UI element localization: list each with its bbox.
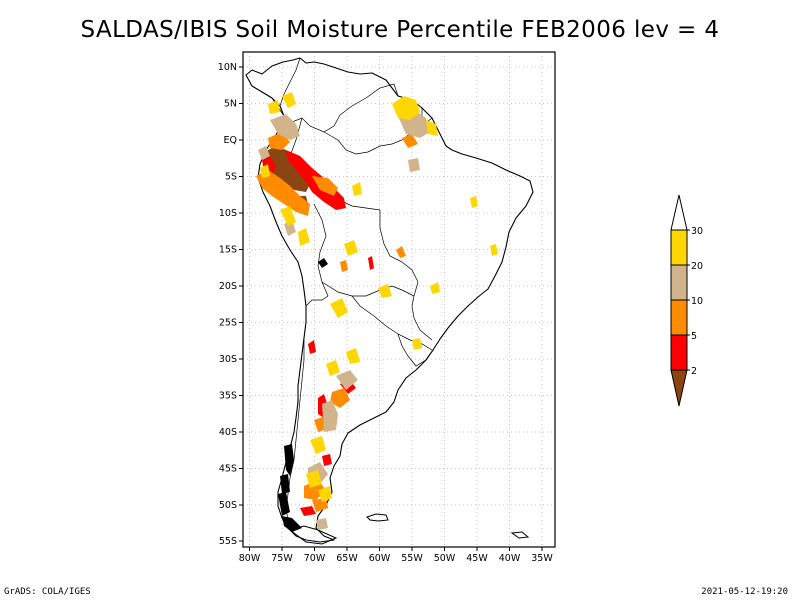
color-bar-bin-tan bbox=[670, 264, 688, 301]
island-east bbox=[510, 531, 530, 539]
lat-label-40s: 40S bbox=[219, 427, 237, 438]
patch-red-west bbox=[308, 340, 316, 354]
lon-label-40w: 40W bbox=[499, 553, 521, 564]
patch-gold-uruguay bbox=[412, 338, 422, 350]
lat-label-45s: 45S bbox=[219, 464, 237, 475]
timestamp: 2021-05-12-19:20 bbox=[701, 587, 788, 597]
patch-gold-patagonia-b bbox=[306, 470, 322, 488]
color-bar-label-5: 5 bbox=[691, 331, 697, 342]
lon-label-35w: 35W bbox=[531, 553, 553, 564]
patch-gold-peru-south bbox=[298, 228, 310, 246]
patch-gold-colombia bbox=[282, 92, 296, 108]
lat-label-50s: 50S bbox=[219, 500, 237, 511]
patch-gold-patagonia-a bbox=[310, 436, 326, 454]
patch-tan-argentina-b bbox=[336, 370, 358, 390]
lon-label-50w: 50W bbox=[434, 553, 456, 564]
patch-dark-brown-peru bbox=[264, 146, 312, 192]
patch-gold-mato-grosso bbox=[430, 282, 440, 294]
lat-label-10s: 10S bbox=[219, 208, 237, 219]
patch-tan-west-amazon bbox=[270, 114, 300, 140]
patch-gold-ecuador bbox=[260, 164, 270, 178]
patch-orange-patagonia-b bbox=[312, 498, 328, 512]
lon-label-80w: 80W bbox=[239, 553, 261, 564]
patch-gold-bolivia bbox=[344, 240, 358, 256]
map-grid bbox=[243, 52, 555, 547]
patch-red-bolivia bbox=[368, 256, 374, 270]
grads-credit: GrADS: COLA/IGES bbox=[4, 587, 91, 597]
patch-orange-peru bbox=[256, 170, 310, 216]
lat-labels: 10N 5N EQ 5S 10S 15S 20S 25S 30S 35S 40S… bbox=[218, 62, 237, 547]
map-title: SALDAS/IBIS Soil Moisture Percentile FEB… bbox=[80, 17, 720, 43]
patch-tan-argentina bbox=[322, 400, 338, 432]
patch-gold-amazon bbox=[352, 182, 362, 196]
lon-label-70w: 70W bbox=[304, 553, 326, 564]
patch-gold-maranhao bbox=[470, 196, 478, 208]
lat-label-55s: 55S bbox=[219, 536, 237, 547]
color-bar-bin-gold bbox=[670, 229, 688, 266]
patch-orange-guiana bbox=[402, 134, 418, 148]
lat-label-5s: 5S bbox=[225, 172, 237, 183]
map-frame bbox=[242, 51, 556, 548]
patch-gold-amapa bbox=[426, 120, 438, 136]
lat-ticks bbox=[239, 66, 243, 542]
patch-gold-venezuela bbox=[392, 96, 420, 120]
color-bar-bin-red bbox=[670, 334, 688, 371]
lon-label-60w: 60W bbox=[369, 553, 391, 564]
lat-label-20s: 20S bbox=[219, 281, 237, 292]
color-bar-bin-orange bbox=[670, 299, 688, 336]
lat-label-30s: 30S bbox=[219, 354, 237, 365]
lon-label-45w: 45W bbox=[466, 553, 488, 564]
patch-tan-ecuador bbox=[258, 146, 270, 160]
patch-tan-south bbox=[316, 518, 328, 530]
color-bar: 30 20 10 5 2 bbox=[670, 194, 703, 407]
percentile-patches bbox=[256, 92, 498, 530]
patch-orange-amazon bbox=[312, 176, 338, 196]
lon-label-65w: 65W bbox=[336, 553, 358, 564]
color-bar-label-30: 30 bbox=[691, 226, 703, 237]
patch-gold-peru-andes bbox=[280, 206, 296, 226]
patch-gold-argentina-north bbox=[330, 298, 348, 318]
lat-label-eq: EQ bbox=[224, 135, 237, 146]
lat-label-15s: 15S bbox=[219, 245, 237, 256]
patch-gold-bahia bbox=[490, 244, 498, 256]
patch-gold-cuyo bbox=[326, 360, 340, 376]
patch-gold-patagonia-c bbox=[318, 486, 332, 502]
chile-fjords bbox=[278, 444, 302, 532]
color-bar-label-2: 2 bbox=[691, 366, 697, 377]
lat-label-10n: 10N bbox=[218, 62, 237, 73]
patch-gold-paraguay bbox=[378, 284, 392, 298]
patch-orange-argentina-a bbox=[330, 388, 350, 408]
lat-label-5n: 5N bbox=[224, 99, 237, 110]
falkland-islands bbox=[366, 513, 389, 522]
lon-labels: 80W 75W 70W 65W 60W 55W 50W 45W 40W 35W bbox=[239, 553, 554, 564]
patch-orange-brazil-south bbox=[396, 246, 406, 258]
patch-gold-colombia-b bbox=[268, 100, 280, 114]
lat-label-25s: 25S bbox=[219, 318, 237, 329]
lat-label-35s: 35S bbox=[219, 391, 237, 402]
lon-ticks bbox=[249, 547, 543, 551]
lon-label-75w: 75W bbox=[271, 553, 293, 564]
patch-red-pampas bbox=[322, 454, 332, 466]
lon-label-55w: 55W bbox=[401, 553, 423, 564]
patch-red-patagonia bbox=[300, 506, 316, 516]
color-bar-top-arrow bbox=[670, 194, 688, 231]
patch-tan-north-brazil bbox=[408, 158, 420, 172]
color-bar-label-20: 20 bbox=[691, 261, 703, 272]
lake-titicaca bbox=[318, 258, 328, 268]
patch-gold-argentina-mid bbox=[346, 348, 360, 364]
color-bar-label-10: 10 bbox=[691, 296, 703, 307]
color-bar-bottom-arrow bbox=[670, 369, 688, 407]
tierra-del-fuego-outline bbox=[288, 525, 338, 545]
patch-orange-chaco bbox=[340, 260, 348, 272]
